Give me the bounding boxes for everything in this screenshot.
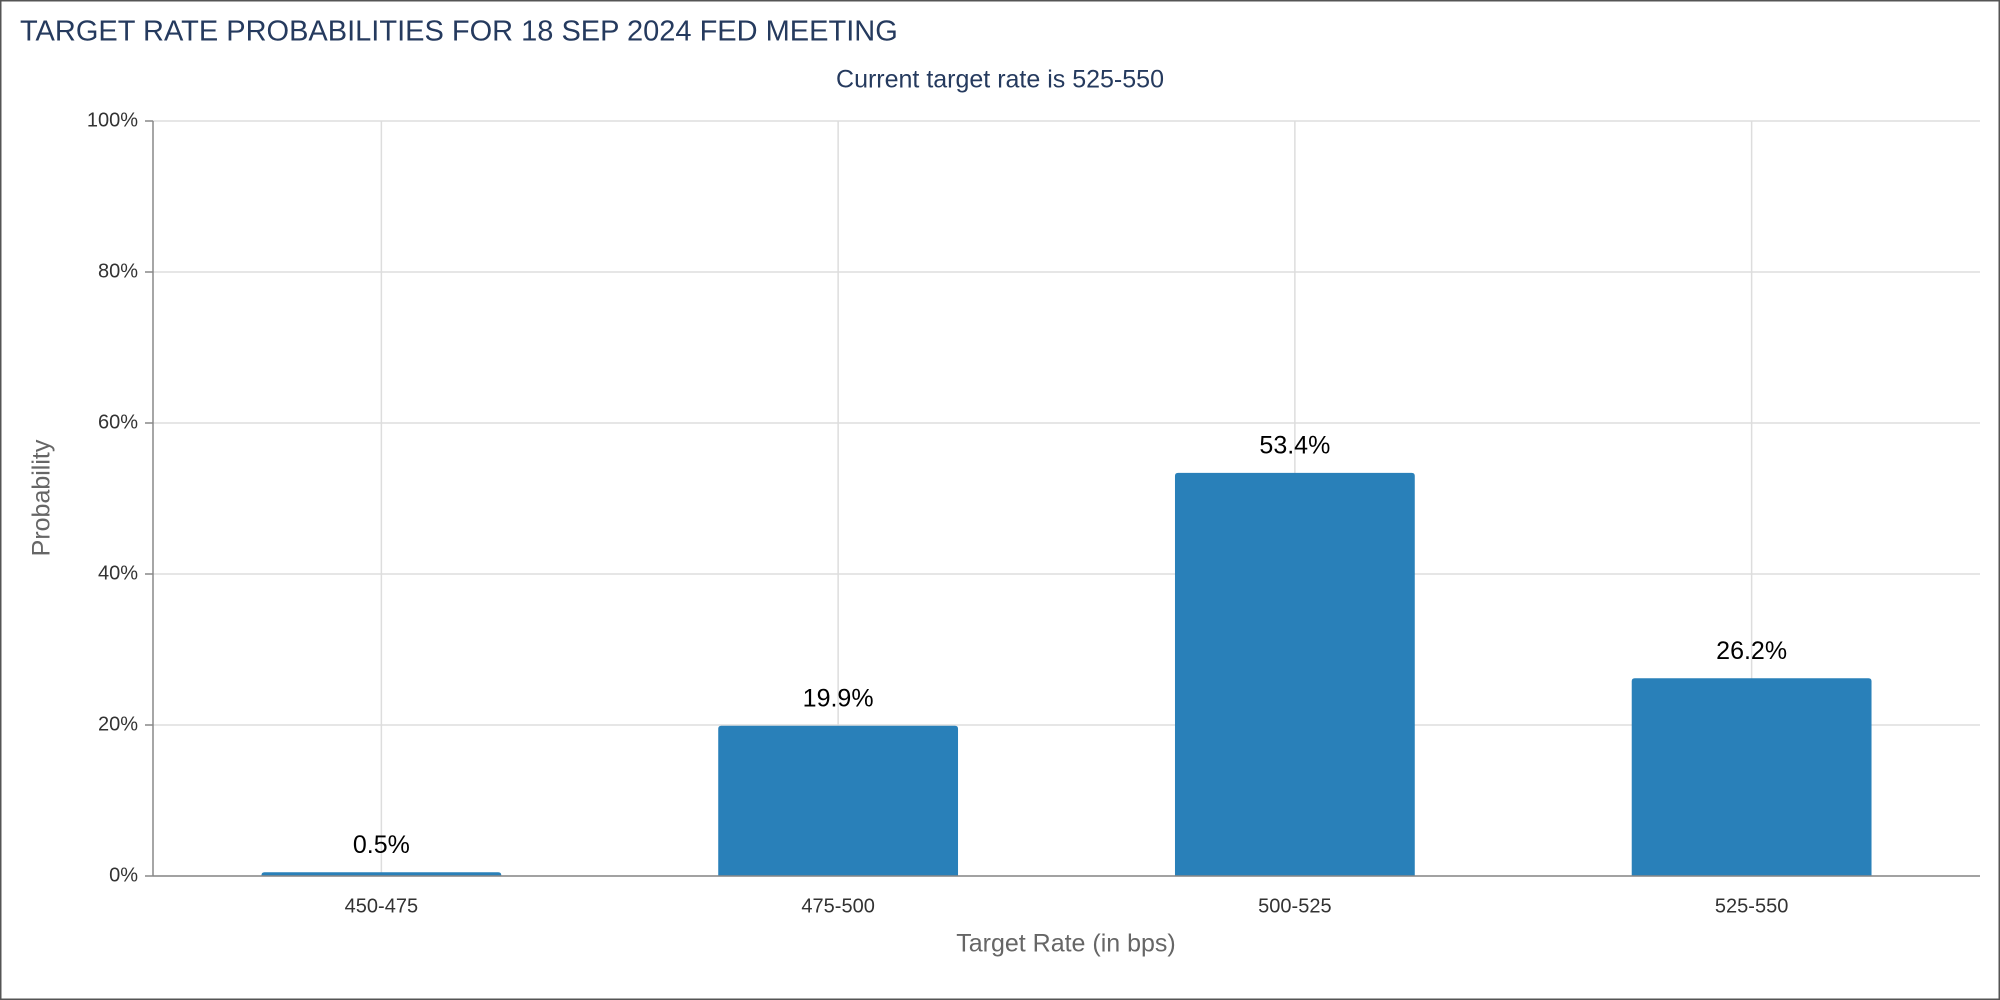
x-tick-label: 500-525 [1258, 895, 1331, 917]
y-tick-label: 100% [87, 109, 138, 131]
bar [1174, 472, 1415, 876]
y-axis-title: Probability [28, 439, 56, 556]
y-tick-label: 80% [98, 260, 138, 282]
x-tick-label: 525-550 [1715, 895, 1788, 917]
x-tick-label: 475-500 [801, 895, 874, 917]
y-tick-label: 60% [98, 411, 138, 433]
chart-subtitle: Current target rate is 525-550 [836, 66, 1164, 94]
y-tick-label: 0% [109, 864, 138, 886]
data-label: 26.2% [1716, 637, 1787, 665]
bar [1631, 678, 1872, 876]
bar [718, 725, 959, 876]
data-label: 0.5% [353, 831, 410, 859]
y-tick-label: 40% [98, 562, 138, 584]
bar [261, 872, 502, 876]
chart-title: TARGET RATE PROBABILITIES FOR 18 SEP 202… [20, 16, 898, 48]
data-label: 53.4% [1259, 431, 1330, 459]
x-tick-label: 450-475 [345, 895, 418, 917]
y-tick-label: 20% [98, 713, 138, 735]
data-label: 19.9% [803, 684, 874, 712]
x-axis-title: Target Rate (in bps) [956, 930, 1176, 958]
